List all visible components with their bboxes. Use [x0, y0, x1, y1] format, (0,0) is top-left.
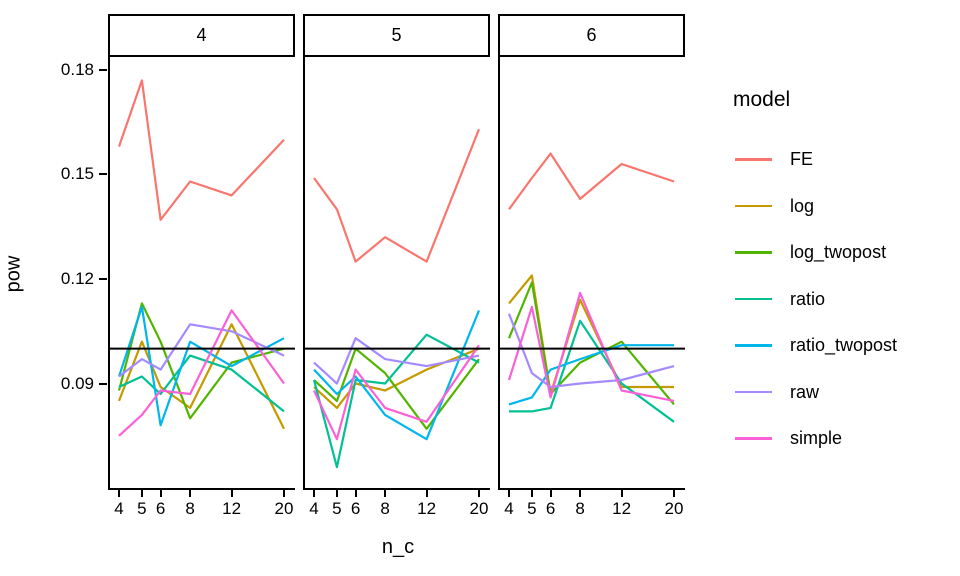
x-tick-label: 6 [155, 499, 166, 518]
series-line-ratio [118, 354, 285, 413]
legend-item-label: raw [790, 381, 820, 402]
x-tick-label: 12 [222, 499, 242, 518]
x-tick-mark [335, 490, 338, 497]
legend-key-line-raw [735, 390, 772, 393]
facet-panel-6: 4 5 6 8 12 20 [498, 57, 685, 518]
x-tick-label: 6 [545, 499, 556, 518]
legend-item-label: FE [790, 149, 814, 169]
facet-plot-area-6 [498, 57, 685, 490]
x-tick-mark [508, 490, 510, 497]
legend-item-label: ratio_twopost [790, 335, 898, 355]
facet-plot-area-5 [303, 57, 490, 490]
series-line-ratio_twopost [313, 309, 481, 441]
legend-key-line-simple [735, 437, 772, 440]
series-line-ratio [509, 319, 675, 423]
y-tick-label: 0.15 [60, 164, 94, 184]
series-line-simple [313, 344, 480, 441]
series-line-FE [508, 152, 675, 210]
x-tick-mark [530, 490, 533, 497]
x-axis-title: n_c [381, 536, 415, 558]
series-line-raw [118, 323, 285, 378]
x-tick-mark [354, 490, 357, 497]
x-tick-mark [478, 490, 480, 497]
x-tick-mark [313, 490, 315, 497]
y-tick-label: 0.18 [60, 59, 94, 79]
x-tick-label: 20 [664, 499, 684, 518]
x-tick-mark [620, 490, 623, 497]
legend-item-label: log_twopost [790, 242, 887, 262]
x-tick-label: 4 [309, 499, 319, 518]
legend-item-label: log [790, 195, 815, 216]
y-tick-mark [99, 68, 107, 71]
x-tick-mark [384, 490, 387, 497]
x-tick-label: 12 [612, 499, 632, 518]
x-tick-mark [118, 490, 120, 497]
legend-key-line-ratio_twopost [735, 344, 772, 347]
facet-header-4: 4 [108, 14, 295, 57]
x-tick-mark [579, 490, 582, 497]
x-tick-label: 8 [380, 499, 390, 518]
y-tick-mark [99, 278, 107, 280]
x-tick-label: 4 [114, 499, 124, 518]
x-tick-label: 4 [504, 499, 514, 518]
x-tick-label: 8 [185, 499, 195, 518]
legend-key-line-ratio [735, 297, 772, 300]
series-line-FE [117, 79, 285, 221]
series-line-log_twopost [507, 281, 675, 406]
x-tick-mark [283, 490, 285, 497]
series-line-ratio [312, 333, 480, 469]
series-line-raw [313, 337, 480, 385]
x-tick-mark [549, 490, 552, 497]
x-tick-label: 12 [417, 499, 437, 518]
facet-plot-area-4 [108, 57, 295, 490]
x-tick-label: 8 [575, 499, 585, 518]
series-line-simple [118, 309, 285, 437]
y-tick-label: 0.09 [60, 373, 94, 393]
x-tick-mark [673, 490, 675, 497]
series-line-simple [507, 291, 675, 402]
x-tick-label: 20 [469, 499, 489, 518]
x-tick-mark [230, 490, 233, 497]
legend-item-label: simple [790, 428, 843, 448]
legend-item-label: ratio [790, 288, 826, 309]
x-tick-mark [425, 490, 428, 497]
y-tick-label: 0.12 [60, 269, 94, 288]
x-tick-label: 5 [137, 499, 147, 518]
legend-key-line-FE [735, 158, 772, 161]
series-line-log [117, 323, 285, 430]
x-tick-label: 20 [274, 499, 294, 518]
x-tick-mark [159, 490, 162, 497]
legend-key-line-log [735, 204, 772, 207]
y-axis-title: pow [2, 255, 25, 293]
facet-panel-5: 4 5 6 8 12 20 [303, 57, 490, 518]
legend-key-line-log_twopost [735, 251, 772, 254]
facet-panel-4: 4 5 6 8 12 20 [108, 57, 295, 518]
series-line-FE [313, 128, 481, 263]
facet-header-6: 6 [498, 14, 685, 57]
x-tick-label: 6 [350, 499, 361, 518]
x-tick-label: 5 [527, 499, 537, 518]
y-tick-mark [99, 382, 107, 385]
series-line-ratio_twopost [117, 305, 285, 427]
series-line-raw [507, 313, 675, 389]
x-tick-mark [189, 490, 192, 497]
series-line-ratio_twopost [508, 344, 674, 406]
x-tick-label: 5 [332, 499, 342, 518]
facet-header-5: 5 [303, 14, 490, 57]
legend-title: model [733, 88, 791, 111]
y-tick-mark [99, 173, 107, 176]
x-tick-mark [140, 490, 143, 497]
